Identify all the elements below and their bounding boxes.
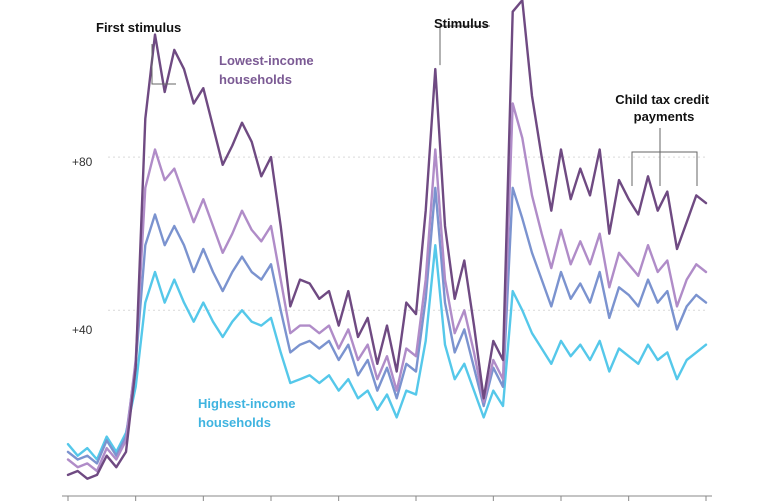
child-tax-credit-line-1: Child tax credit [615,92,710,107]
highest-income-line-1: Highest-income [198,396,296,411]
child-tax-credit-bracket [631,151,698,186]
lowest-income-line-2: households [219,72,292,87]
series-line-lowest-income-households [66,0,708,480]
highest-income-line-2: households [198,415,271,430]
lowest-income-line-1: Lowest-income [219,53,314,68]
x-axis [62,495,712,501]
gridlines [108,156,706,311]
y-tick-label-40: +40 [72,323,93,337]
series-line-series-3 [66,186,708,465]
y-tick-label-80: +80 [72,155,93,169]
series-lines [66,0,708,480]
child-tax-credit-annotation: Child tax credit payments [615,92,713,124]
stimulus-leader [439,25,490,66]
series-line-series-2 [66,102,708,473]
first-stimulus-annotation: First stimulus [96,20,181,35]
child-tax-credit-line-2: payments [634,109,695,124]
first-stimulus-leader [151,44,176,85]
annotation-leaders [151,25,698,186]
stimulus-annotation: Stimulus [434,16,489,31]
series-line-highest-income-households [66,243,708,461]
highest-income-label: Highest-income households [198,396,299,430]
lowest-income-label: Lowest-income households [219,53,317,87]
